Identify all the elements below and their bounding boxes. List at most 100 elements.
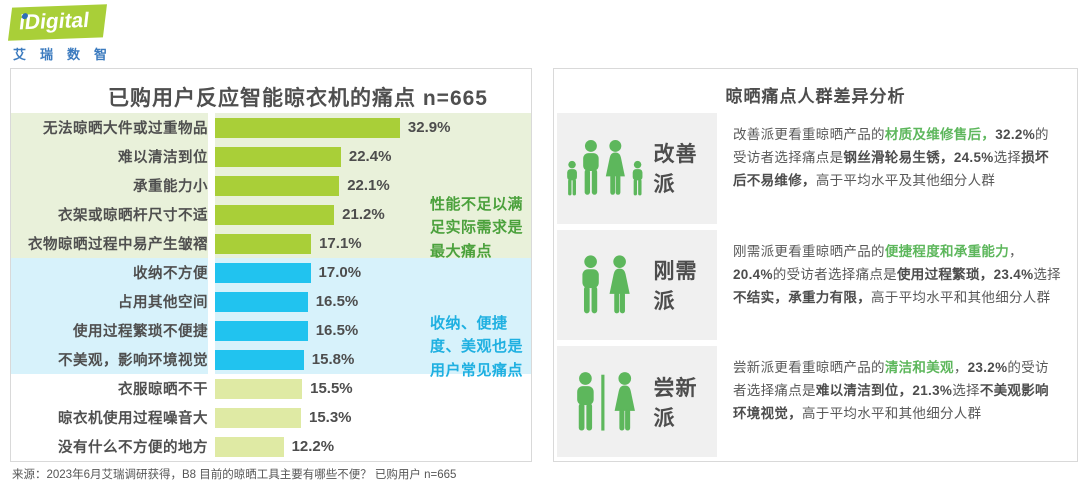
restroom-icon	[563, 371, 652, 432]
bar-value: 15.3%	[308, 409, 352, 426]
logo-brand-text: iDigital	[17, 8, 91, 35]
chart-row: 衣服晾晒不干 15.5%	[11, 374, 531, 403]
source-note: 来源：2023年6月艾瑞调研获得，B8 目前的晾晒工具主要有哪些不便？ 已购用户…	[12, 469, 457, 481]
description-segment: 不美观影响环境视觉，	[733, 383, 1049, 422]
group-analysis-panel: 晾晒痛点人群差异分析 改善派 改善派更看重晾晒产品的材质及维修售后，32.2%的受…	[553, 68, 1078, 462]
description-segment: 选择	[993, 149, 1022, 165]
bar-value: 32.9%	[407, 119, 451, 136]
bar	[215, 175, 340, 196]
group-description: 刚需派更看重晾晒产品的便捷程度和承重能力， 20.4%的受访者选择痛点是使用过程繁…	[717, 230, 1074, 341]
bar	[215, 262, 311, 283]
description-segment: 材质及维修售后，	[884, 127, 996, 142]
description-segment: 的受访者选择痛点是	[733, 360, 1049, 399]
description-segment: 32.2%	[995, 127, 1035, 142]
group-name: 改善派	[653, 143, 698, 197]
bar-label: 难以清洁到位	[118, 150, 208, 166]
chart-row: 无法晾晒大件或过重物品 32.9%	[11, 113, 531, 142]
bar	[215, 291, 308, 312]
group-description: 尝新派更看重晾晒产品的清洁和美观，23.2%的受访者选择痛点是难以清洁到位，21…	[717, 346, 1074, 457]
description-segment: 选择	[952, 383, 980, 399]
chart-title: 已购用户反应智能晾衣机的痛点 n=665	[108, 87, 488, 110]
group-name: 刚需派	[653, 260, 698, 313]
bar-value: 16.5%	[315, 322, 359, 339]
bar-label: 衣物晾晒过程中易产生皱褶	[28, 237, 208, 253]
bar-label: 晾衣机使用过程噪音大	[58, 411, 208, 427]
bar-value: 17.0%	[318, 264, 362, 281]
group-analysis-title: 晾晒痛点人群差异分析	[725, 87, 906, 106]
description-segment: 选择	[1033, 266, 1061, 282]
chart-row: 使用过程繁琐不便捷 16.5%	[11, 316, 531, 345]
description-segment: 清洁和美观	[884, 360, 954, 376]
group-rows: 改善派 改善派更看重晾晒产品的材质及维修售后，32.2%的受访者选择痛点是钢丝滑轮…	[557, 113, 1074, 458]
bar-label: 承重能力小	[133, 179, 208, 195]
bar-value: 12.2%	[291, 438, 335, 455]
description-segment: 钢丝滑轮易生锈，	[843, 149, 954, 165]
bar	[215, 146, 341, 167]
bar-label: 衣架或晾晒杆尺寸不适	[58, 208, 208, 224]
description-segment: 不结实，承重力有限，	[733, 289, 871, 305]
chart-rows: 无法晾晒大件或过重物品 32.9% 难以清洁到位 22.4% 承重能力小 22.1% 衣架或…	[11, 113, 531, 461]
bar-value: 17.1%	[319, 235, 362, 252]
bar	[215, 117, 400, 138]
description-segment: 使用过程繁琐，	[896, 266, 994, 282]
idigital-logo: iDigital 艾瑞数智	[7, 4, 121, 63]
group-icon-cell: 改善派	[557, 113, 717, 224]
group-name: 尝新派	[653, 376, 698, 430]
bar-value: 21.2%	[342, 206, 385, 223]
description-segment: 23.4%	[993, 266, 1034, 282]
bar	[215, 349, 304, 370]
bar	[215, 407, 301, 428]
group-row: 刚需派 刚需派更看重晾晒产品的便捷程度和承重能力， 20.4%的受访者选择痛点是使用…	[557, 229, 1074, 341]
description-segment: 21.3%	[912, 383, 953, 399]
group-row: 改善派 改善派更看重晾晒产品的材质及维修售后，32.2%的受访者选择痛点是钢丝滑轮…	[557, 113, 1074, 224]
description-segment: 难以清洁到位，	[815, 383, 913, 399]
description-segment: 24.5%	[953, 149, 994, 165]
bar-label: 不美观，影响环境视觉	[58, 353, 208, 369]
chart-row: 占用其他空间 16.5%	[11, 287, 531, 316]
bar-label: 衣服晾晒不干	[118, 382, 208, 398]
description-segment: ，	[953, 360, 968, 376]
bar	[215, 320, 308, 341]
group-row: 尝新派 尝新派更看重晾晒产品的清洁和美观，23.2%的受访者选择痛点是难以清洁到位…	[557, 346, 1074, 458]
bar	[215, 233, 312, 254]
description-segment: 高于平均水平及其他细分人群	[815, 172, 996, 188]
bar-value: 16.5%	[315, 293, 359, 310]
couple-icon	[563, 254, 652, 316]
chart-row: 没有什么不方便的地方 12.2%	[11, 432, 531, 461]
description-segment: ，	[1009, 243, 1023, 259]
group-icon-cell: 尝新派	[557, 346, 717, 458]
annotation-performance: 性能不足以满足实际需求是最大痛点	[430, 196, 524, 260]
chart-row: 不美观，影响环境视觉 15.8%	[11, 345, 531, 374]
description-segment: 刚需派更看重晾晒产品的	[733, 243, 885, 259]
description-segment: 20.4%	[733, 266, 773, 282]
description-segment: 的受访者选择痛点是	[733, 127, 1049, 165]
description-segment: 便捷程度和承重能力	[884, 243, 1010, 259]
bar-label: 无法晾晒大件或过重物品	[43, 121, 208, 137]
bar	[215, 204, 335, 225]
bar-value: 15.8%	[311, 351, 355, 368]
description-segment: 高于平均水平和其他细分人群	[871, 289, 1051, 305]
bar	[215, 378, 303, 399]
annotation-storage: 收纳、便捷度、美观也是用户常见痛点	[430, 315, 524, 379]
description-segment: 损坏后不易维修，	[733, 149, 1049, 188]
logo-banner: iDigital	[7, 4, 108, 41]
description-segment: 23.2%	[967, 360, 1008, 376]
description-segment: 高于平均水平和其他细分人群	[802, 406, 982, 422]
chart-row: 难以清洁到位 22.4%	[11, 142, 531, 171]
bar-value: 22.1%	[347, 177, 390, 194]
axis-line	[208, 113, 215, 461]
chart-body: 无法晾晒大件或过重物品 32.9% 难以清洁到位 22.4% 承重能力小 22.1% 衣架或…	[11, 113, 531, 461]
bar	[215, 436, 284, 457]
chart-row: 晾衣机使用过程噪音大 15.3%	[11, 403, 531, 432]
group-description: 改善派更看重晾晒产品的材质及维修售后，32.2%的受访者选择痛点是钢丝滑轮易生锈…	[717, 113, 1074, 224]
bar-value: 15.5%	[310, 380, 353, 397]
description-segment: 尝新派更看重晾晒产品的	[733, 360, 885, 376]
bar-label: 使用过程繁琐不便捷	[73, 324, 208, 340]
bar-value: 22.4%	[348, 148, 392, 165]
chart-row: 衣架或晾晒杆尺寸不适 21.2%	[11, 200, 531, 229]
chart-row: 衣物晾晒过程中易产生皱褶 17.1%	[11, 229, 531, 258]
family-icon	[563, 140, 652, 196]
group-icon-cell: 刚需派	[557, 229, 717, 341]
chart-row: 承重能力小 22.1%	[11, 171, 531, 200]
pain-points-chart-panel: 已购用户反应智能晾衣机的痛点 n=665 无法晾晒大件或过重物品 32.9% 难以清…	[10, 68, 532, 462]
